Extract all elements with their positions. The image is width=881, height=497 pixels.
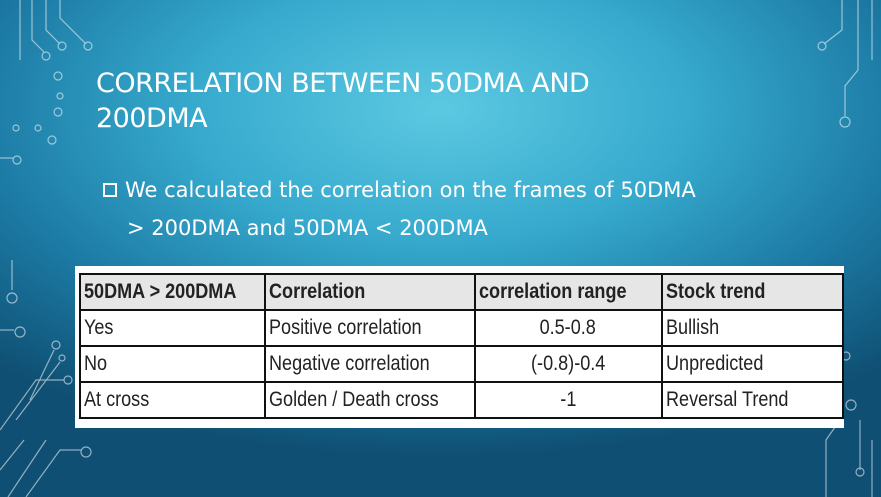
- table-cell: (-0.8)-0.4: [473, 345, 663, 383]
- table-cell: 0.5-0.8: [473, 309, 663, 347]
- table-cell: Negative correlation: [264, 345, 476, 383]
- slide-title: CORRELATION BETWEEN 50DMA AND 200DMA: [96, 66, 736, 136]
- header-cell: Correlation: [264, 273, 476, 311]
- header-cell: correlation range: [473, 273, 663, 311]
- table-cell: At cross: [78, 381, 267, 419]
- bullet-line-1: We calculated the correlation on the fra…: [103, 171, 803, 209]
- table-cell: -1: [473, 381, 663, 419]
- table-cell: Unpredicted: [660, 345, 845, 383]
- table-cell: No: [78, 345, 267, 383]
- table-cell: Bullish: [660, 309, 845, 347]
- table-cell: Golden / Death cross: [264, 381, 476, 419]
- bullet-text-1: We calculated the correlation on the fra…: [125, 178, 696, 202]
- table-row: No Negative correlation (-0.8)-0.4 Unpre…: [78, 345, 845, 383]
- header-cell: Stock trend: [660, 273, 845, 311]
- table-cell: Reversal Trend: [660, 381, 845, 419]
- bullet-text-2: > 200DMA and 50DMA < 200DMA: [127, 216, 488, 240]
- bullet-point: We calculated the correlation on the fra…: [103, 171, 803, 247]
- header-cell: 50DMA > 200DMA: [78, 273, 267, 311]
- table-container: 50DMA > 200DMA Correlation correlation r…: [75, 266, 845, 428]
- table-row: At cross Golden / Death cross -1 Reversa…: [78, 381, 845, 419]
- slide-title-line1: CORRELATION BETWEEN 50DMA AND: [96, 68, 590, 99]
- slide-title-line2: 200DMA: [96, 103, 208, 134]
- table-cell: Yes: [78, 309, 267, 347]
- table-row: Yes Positive correlation 0.5-0.8 Bullish: [78, 309, 845, 347]
- table-header-row: 50DMA > 200DMA Correlation correlation r…: [78, 273, 845, 311]
- bullet-line-2: > 200DMA and 50DMA < 200DMA: [103, 209, 803, 247]
- correlation-table: 50DMA > 200DMA Correlation correlation r…: [78, 273, 845, 419]
- hollow-square-bullet-icon: [103, 183, 117, 197]
- table-cell: Positive correlation: [264, 309, 476, 347]
